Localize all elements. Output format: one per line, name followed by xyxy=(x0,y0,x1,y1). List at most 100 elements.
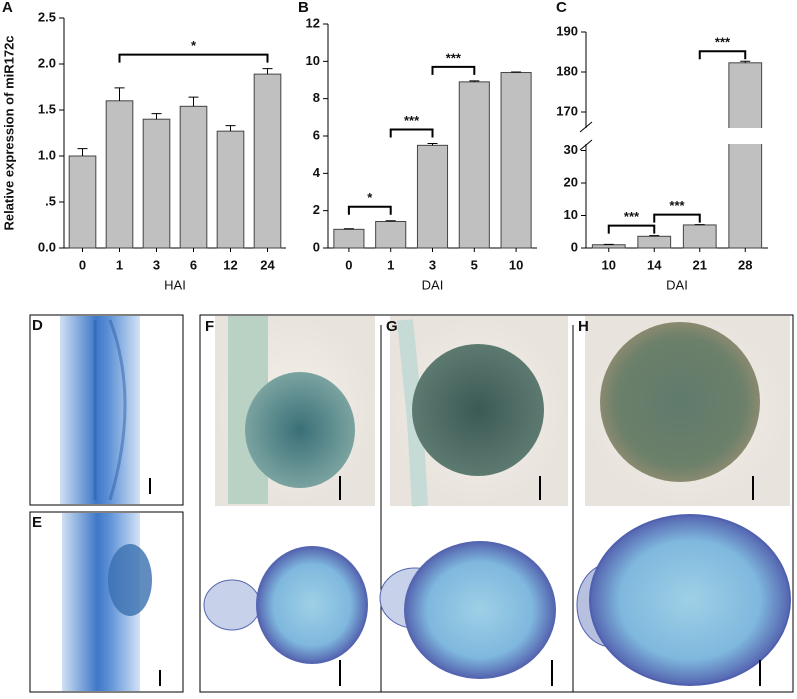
section xyxy=(203,579,261,631)
y-tick-label: 8 xyxy=(313,90,320,105)
bar xyxy=(416,144,449,249)
y-tick-label: 1.5 xyxy=(38,101,56,116)
y-tick-label: 0 xyxy=(313,239,320,254)
bar xyxy=(68,155,97,249)
x-tick-label: 3 xyxy=(153,257,160,272)
bar xyxy=(591,244,626,249)
bar xyxy=(105,100,134,249)
error-bar xyxy=(225,125,236,132)
error-bar xyxy=(511,71,522,73)
y-tick-label: 10 xyxy=(564,207,578,222)
panel-label: G xyxy=(386,318,398,335)
bar xyxy=(142,118,171,249)
nodule xyxy=(245,372,355,488)
bar xyxy=(333,228,365,249)
tissue xyxy=(93,319,127,501)
nodule xyxy=(108,544,152,616)
x-axis-title: DAI xyxy=(422,277,444,292)
x-tick-label: 28 xyxy=(738,257,752,272)
y-tick-label: 190 xyxy=(556,23,578,38)
bar xyxy=(637,235,672,249)
y-tick-label: 30 xyxy=(564,142,578,157)
error-bar xyxy=(77,148,88,156)
section xyxy=(256,546,368,664)
significance-bracket xyxy=(118,53,269,63)
error-bar xyxy=(262,68,273,75)
significance-label: *** xyxy=(715,35,731,50)
significance-label: *** xyxy=(669,198,685,213)
error-bar xyxy=(114,87,125,101)
error-bar xyxy=(649,235,660,237)
significance-label: * xyxy=(367,190,373,205)
x-tick-label: 0 xyxy=(79,257,86,272)
axis-break xyxy=(579,121,593,151)
error-bar xyxy=(740,60,751,63)
section xyxy=(589,514,791,686)
bar xyxy=(458,81,490,249)
error-bar xyxy=(385,220,396,222)
error-bar xyxy=(188,96,199,107)
bar xyxy=(253,73,282,249)
x-tick-label: 12 xyxy=(223,257,237,272)
significance-label: * xyxy=(191,38,197,53)
x-tick-label: 1 xyxy=(116,257,123,272)
y-tick-label: 170 xyxy=(556,103,578,118)
x-tick-label: 10 xyxy=(602,257,616,272)
significance-label: *** xyxy=(446,50,462,65)
y-tick-label: .5 xyxy=(45,193,56,208)
y-tick-label: 12 xyxy=(306,15,320,30)
image-panels xyxy=(29,314,794,693)
significance-bracket xyxy=(653,213,701,223)
bar xyxy=(682,224,717,249)
y-tick-label: 1.0 xyxy=(38,147,56,162)
y-axis-title: Relative expression of miR172c xyxy=(1,35,16,230)
x-tick-label: 3 xyxy=(429,257,436,272)
root-image xyxy=(60,316,140,504)
significance-bracket xyxy=(607,224,656,234)
y-tick-label: 2 xyxy=(313,202,320,217)
significance-bracket xyxy=(431,65,476,75)
y-tick-label: 6 xyxy=(313,127,320,142)
panel-label: A xyxy=(2,0,13,16)
significance-bracket xyxy=(389,128,434,138)
panel-label: C xyxy=(556,0,567,16)
bar xyxy=(375,220,407,249)
error-bar xyxy=(469,80,480,82)
x-tick-label: 0 xyxy=(345,257,352,272)
panel-label: B xyxy=(298,0,309,16)
x-tick-label: 6 xyxy=(190,257,197,272)
significance-label: *** xyxy=(624,209,640,224)
nodule xyxy=(412,344,544,476)
section xyxy=(404,541,556,679)
x-tick-label: 1 xyxy=(387,257,394,272)
error-bar xyxy=(151,113,162,120)
y-tick-label: 180 xyxy=(556,63,578,78)
significance-bracket xyxy=(698,50,747,60)
error-bar xyxy=(343,228,354,230)
x-tick-label: 21 xyxy=(693,257,707,272)
significance-bracket xyxy=(347,205,392,215)
y-tick-label: 0.0 xyxy=(38,239,56,254)
y-tick-label: 20 xyxy=(564,174,578,189)
x-axis-title: HAI xyxy=(164,277,186,292)
bar xyxy=(728,62,763,249)
significance-label: *** xyxy=(404,113,420,128)
x-tick-label: 10 xyxy=(509,257,523,272)
y-tick-label: 2.0 xyxy=(38,55,56,70)
panel-label: D xyxy=(32,317,43,334)
bar xyxy=(500,72,532,249)
y-tick-label: 0 xyxy=(571,239,578,254)
bar xyxy=(179,105,208,249)
panel-label: H xyxy=(578,318,589,335)
x-tick-label: 14 xyxy=(647,257,662,272)
x-axis-title: DAI xyxy=(666,277,688,292)
nodule xyxy=(600,322,760,482)
bar xyxy=(216,130,245,249)
panel-label: E xyxy=(32,514,42,531)
error-bar xyxy=(427,142,438,146)
x-tick-label: 24 xyxy=(260,257,275,272)
y-tick-label: 2.5 xyxy=(38,9,56,24)
panel-label: F xyxy=(205,318,214,335)
y-tick-label: 10 xyxy=(306,53,320,68)
